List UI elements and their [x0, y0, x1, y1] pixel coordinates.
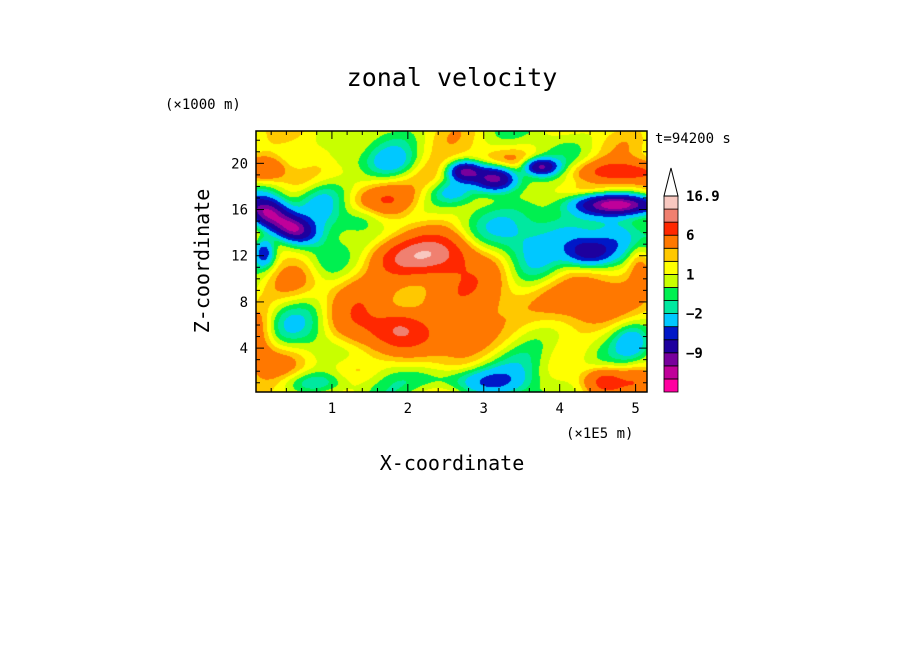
- colorbar-swatch: [663, 208, 679, 223]
- plot-frame: [255, 130, 648, 393]
- colorbar-swatch: [663, 195, 679, 210]
- x-tick-label: 1: [328, 401, 336, 417]
- colorbar-label: −9: [686, 346, 703, 362]
- y-tick-label: 12: [231, 249, 248, 265]
- x-axis-label: X-coordinate: [380, 451, 525, 475]
- colorbar-swatch: [663, 326, 679, 341]
- colorbar-swatch: [663, 273, 679, 288]
- x-tick-label: 5: [631, 401, 639, 417]
- colorbar-swatch: [663, 260, 679, 275]
- y-axis-label: Z-coordinate: [190, 189, 214, 334]
- y-tick-label: 20: [231, 156, 248, 172]
- colorbar-swatch: [663, 313, 679, 328]
- x-unit-label: (×1E5 m): [566, 426, 633, 442]
- y-tick-label: 8: [240, 295, 248, 311]
- y-axis: 4 8 12 16 20: [231, 139, 647, 384]
- time-label: t=94200 s: [655, 131, 731, 147]
- colorbar-swatch: [663, 300, 679, 314]
- x-tick-label: 2: [404, 401, 412, 417]
- colorbar-swatch: [663, 365, 679, 380]
- colorbar-swatch: [663, 247, 679, 262]
- chart-title: zonal velocity: [347, 63, 558, 92]
- y-tick-label: 16: [231, 203, 248, 219]
- colorbar-swatch: [663, 234, 679, 249]
- colorbar-swatch: [663, 221, 679, 236]
- colorbar-label: 16.9: [686, 189, 720, 205]
- colorbar-label: −2: [686, 307, 703, 323]
- colorbar-swatch: [663, 352, 679, 367]
- colorbar-label: 1: [686, 267, 694, 283]
- colorbar-label: 6: [686, 228, 694, 244]
- velocity-field-image: [256, 131, 647, 392]
- y-unit-label: (×1000 m): [165, 97, 241, 113]
- x-axis: 1 2 3 4 5: [270, 131, 640, 417]
- velocity-field: [256, 131, 647, 392]
- colorbar: −9 −2 1 6 16.9: [663, 167, 720, 393]
- y-tick-label: 4: [240, 341, 248, 357]
- colorbar-extend-arrow: [663, 167, 679, 197]
- colorbar-swatch: [663, 339, 679, 354]
- x-tick-label: 3: [480, 401, 488, 417]
- colorbar-swatch: [663, 378, 679, 393]
- colorbar-swatch: [663, 287, 679, 301]
- x-tick-label: 4: [555, 401, 563, 417]
